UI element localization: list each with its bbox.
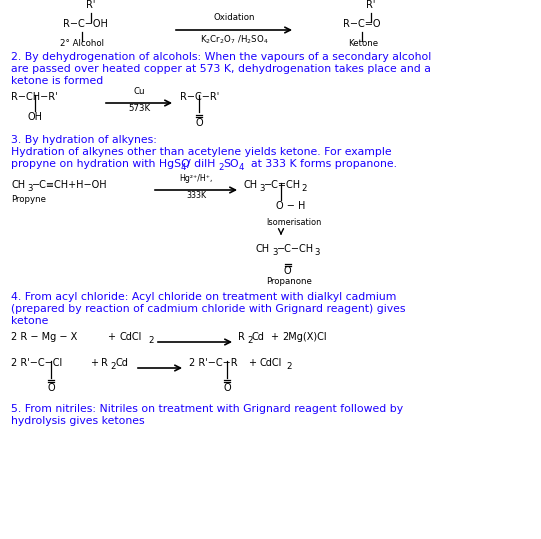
Text: 2. By dehydrogenation of alcohols: When the vapours of a secondary alcohol: 2. By dehydrogenation of alcohols: When …	[11, 52, 431, 62]
Text: +: +	[248, 358, 256, 368]
Text: R−C=O: R−C=O	[343, 19, 380, 29]
Text: 333K: 333K	[186, 191, 206, 200]
Text: Isomerisation: Isomerisation	[266, 218, 321, 227]
Text: 2 R − Mg − X: 2 R − Mg − X	[11, 332, 77, 342]
Text: CH: CH	[243, 180, 257, 190]
Text: propyne on hydration with HgSO: propyne on hydration with HgSO	[11, 159, 190, 169]
Text: 2° Alcohol: 2° Alcohol	[60, 39, 104, 48]
Text: R−CH−R': R−CH−R'	[11, 92, 58, 102]
Text: 4: 4	[239, 163, 245, 172]
Text: Hydration of alkynes other than acetylene yields ketone. For example: Hydration of alkynes other than acetylen…	[11, 147, 392, 157]
Text: OH: OH	[27, 112, 42, 122]
Text: SO: SO	[223, 159, 239, 169]
Text: 3: 3	[272, 248, 278, 257]
Text: R': R'	[87, 0, 96, 10]
Text: 3. By hydration of alkynes:: 3. By hydration of alkynes:	[11, 135, 157, 145]
Text: 4: 4	[181, 163, 187, 172]
Text: −C=CH: −C=CH	[264, 180, 301, 190]
Text: 2 R'−C−Cl: 2 R'−C−Cl	[11, 358, 62, 368]
Text: O: O	[196, 118, 203, 128]
Text: 5. From nitriles: Nitriles on treatment with Grignard reagent followed by: 5. From nitriles: Nitriles on treatment …	[11, 404, 403, 414]
Text: 2: 2	[301, 184, 307, 193]
Text: ketone is formed: ketone is formed	[11, 76, 103, 86]
Text: Cd: Cd	[252, 332, 265, 342]
Text: 3: 3	[259, 184, 265, 193]
Text: Oxidation: Oxidation	[213, 13, 255, 22]
Text: 2: 2	[247, 336, 253, 345]
Text: K$_2$Cr$_2$O$_7$ /H$_2$SO$_4$: K$_2$Cr$_2$O$_7$ /H$_2$SO$_4$	[200, 33, 268, 45]
Text: Cd: Cd	[115, 358, 128, 368]
Text: 3: 3	[27, 184, 32, 193]
Text: −C≡CH+H−OH: −C≡CH+H−OH	[32, 180, 108, 190]
Text: (prepared by reaction of cadmium chloride with Grignard reagent) gives: (prepared by reaction of cadmium chlorid…	[11, 304, 406, 314]
Text: CdCl: CdCl	[120, 332, 142, 342]
Text: 4. From acyl chloride: Acyl chloride on treatment with dialkyl cadmium: 4. From acyl chloride: Acyl chloride on …	[11, 292, 397, 302]
Text: R: R	[101, 358, 108, 368]
Text: O: O	[47, 383, 55, 393]
Text: +: +	[270, 332, 278, 342]
Text: 2: 2	[218, 163, 223, 172]
Text: R: R	[238, 332, 245, 342]
Text: CH: CH	[256, 244, 270, 254]
Text: 2 R'−C−R: 2 R'−C−R	[189, 358, 237, 368]
Text: R': R'	[366, 0, 375, 10]
Text: CH: CH	[11, 180, 25, 190]
Text: hydrolysis gives ketones: hydrolysis gives ketones	[11, 416, 144, 426]
Text: −C−CH: −C−CH	[277, 244, 314, 254]
Text: Ketone: Ketone	[348, 39, 378, 48]
Text: O: O	[284, 266, 292, 276]
Text: ketone: ketone	[11, 316, 48, 326]
Text: O: O	[223, 383, 230, 393]
Text: Hg²⁺/H⁺,: Hg²⁺/H⁺,	[179, 174, 213, 183]
Text: at 333 K forms propanone.: at 333 K forms propanone.	[244, 159, 397, 169]
Text: Propyne: Propyne	[11, 195, 46, 204]
Text: R−C−R': R−C−R'	[180, 92, 219, 102]
Text: O − H: O − H	[276, 201, 305, 211]
Text: 3: 3	[314, 248, 320, 257]
Text: 2: 2	[148, 336, 154, 345]
Text: 2: 2	[286, 362, 292, 371]
Text: R−C−OH: R−C−OH	[63, 19, 108, 29]
Text: Propanone: Propanone	[266, 277, 312, 286]
Text: Cu: Cu	[133, 87, 145, 96]
Text: +: +	[107, 332, 115, 342]
Text: / dilH: / dilH	[187, 159, 215, 169]
Text: 2Mg(X)Cl: 2Mg(X)Cl	[282, 332, 327, 342]
Text: +: +	[90, 358, 98, 368]
Text: 2: 2	[110, 362, 115, 371]
Text: are passed over heated copper at 573 K, dehydrogenation takes place and a: are passed over heated copper at 573 K, …	[11, 64, 431, 74]
Text: CdCl: CdCl	[260, 358, 282, 368]
Text: 573K: 573K	[128, 104, 150, 113]
